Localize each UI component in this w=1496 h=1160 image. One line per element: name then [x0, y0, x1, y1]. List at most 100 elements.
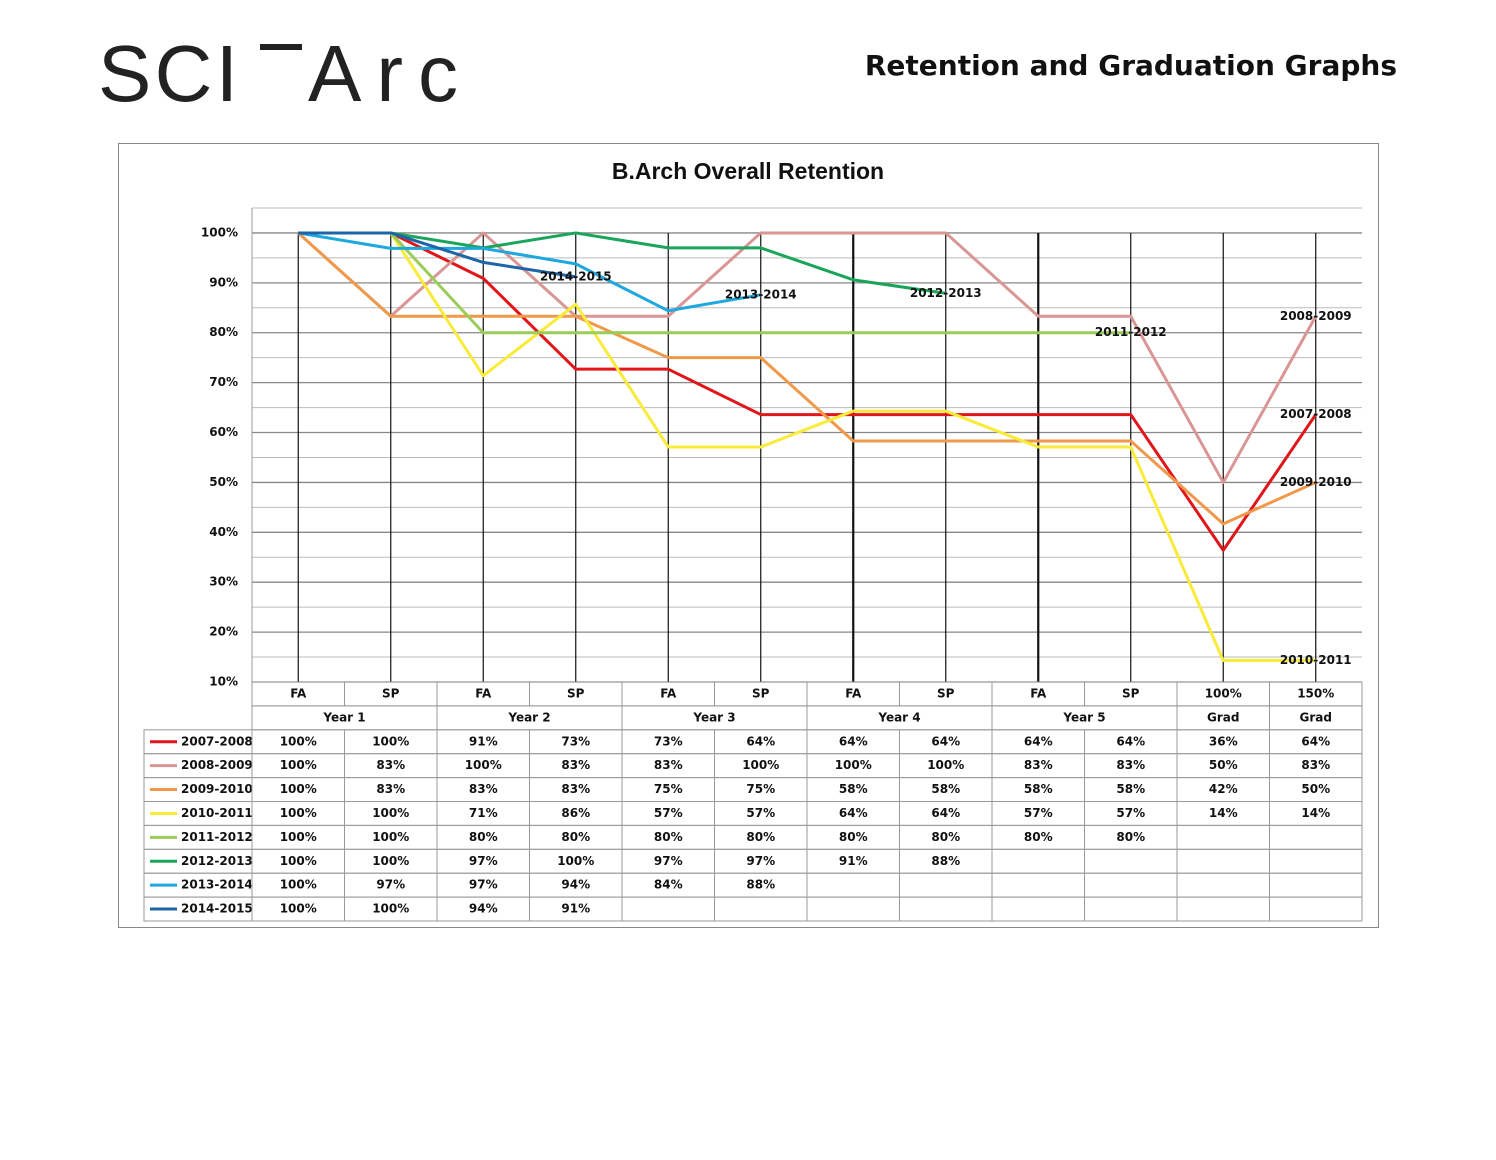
table-value: 83% [1116, 758, 1145, 772]
table-value: 14% [1301, 806, 1330, 820]
x-group-label: Year 1 [322, 710, 365, 724]
table-value: 83% [654, 758, 683, 772]
plot: 10% 20% 30% 40% 50% 60% 70% 80% 90% 100% 2007-2008… [143, 207, 1363, 922]
series-end-label: 2010-2011 [1280, 653, 1352, 667]
table-value: 50% [1209, 758, 1238, 772]
table-value: 94% [469, 902, 498, 916]
table-value: 83% [561, 758, 590, 772]
table-value: 83% [376, 758, 405, 772]
series-line [298, 231, 946, 295]
table-value: 83% [469, 782, 498, 796]
table-value: 80% [1116, 830, 1145, 844]
table-value: 97% [469, 854, 498, 868]
series-line [298, 231, 1317, 552]
table-value: 83% [1301, 758, 1330, 772]
table-value: 64% [839, 806, 868, 820]
series-end-label: 2012-2013 [910, 286, 982, 300]
series-end-label: 2009-2010 [1280, 475, 1352, 489]
x-group-label: Year 3 [692, 710, 735, 724]
table-value: 91% [469, 734, 498, 748]
table-value: 80% [561, 830, 590, 844]
table-value: 97% [469, 878, 498, 892]
y-tick-label: 70% [209, 375, 238, 389]
table-value: 80% [839, 830, 868, 844]
table-value: 71% [469, 806, 498, 820]
x-group-label: Year 4 [877, 710, 920, 724]
table-value: 100% [465, 758, 502, 772]
table-value: 100% [372, 734, 409, 748]
series-end-label: 2014-2015 [540, 269, 612, 283]
series-end-label: 2007-2008 [1280, 407, 1352, 421]
table-value: 73% [654, 734, 683, 748]
table-value: 75% [746, 782, 775, 796]
x-tick-label: SP [382, 686, 400, 700]
series-line [298, 231, 1131, 335]
table-value: 91% [561, 902, 590, 916]
logo-right: Arc [308, 29, 458, 118]
table-value: 58% [931, 782, 960, 796]
table-value: 100% [557, 854, 594, 868]
legend-label: 2008-2009 [181, 758, 253, 772]
table-value: 84% [654, 878, 683, 892]
table-value: 83% [1024, 758, 1053, 772]
table-value: 100% [280, 854, 317, 868]
x-tick-label: SP [752, 686, 770, 700]
table-value: 91% [839, 854, 868, 868]
table-value: 86% [561, 806, 590, 820]
series-end-label: 2011-2012 [1095, 325, 1167, 339]
table-value: 100% [835, 758, 872, 772]
table-value: 64% [1116, 734, 1145, 748]
table-value: 100% [280, 830, 317, 844]
table-value: 97% [654, 854, 683, 868]
table-value: 100% [742, 758, 779, 772]
table-value: 100% [372, 854, 409, 868]
x-tick-label: 150% [1297, 686, 1334, 700]
chart-title: B.Arch Overall Retention [612, 158, 884, 184]
legend-label: 2009-2010 [181, 782, 253, 796]
legend-label: 2010-2011 [181, 806, 253, 820]
table-value: 75% [654, 782, 683, 796]
table-value: 58% [839, 782, 868, 796]
table-value: 57% [1024, 806, 1053, 820]
table-value: 64% [931, 734, 960, 748]
x-tick-label: FA [1030, 686, 1047, 700]
x-tick-label: FA [660, 686, 677, 700]
table-value: 100% [927, 758, 964, 772]
table-value: 100% [280, 734, 317, 748]
table-value: 64% [746, 734, 775, 748]
table-value: 100% [280, 878, 317, 892]
table-value: 100% [372, 830, 409, 844]
legend-label: 2007-2008 [181, 734, 253, 748]
legend-label: 2013-2014 [181, 878, 253, 892]
table-value: 64% [1024, 734, 1053, 748]
table-value: 88% [746, 878, 775, 892]
series-end-label: 2013-2014 [725, 287, 797, 301]
series-end-label: 2008-2009 [1280, 309, 1352, 323]
table-value: 57% [1116, 806, 1145, 820]
x-group-label: Year 5 [1062, 710, 1105, 724]
table-value: 88% [931, 854, 960, 868]
table-value: 80% [469, 830, 498, 844]
legend-label: 2014-2015 [181, 902, 253, 916]
page-title: Retention and Graduation Graphs [865, 49, 1397, 82]
x-group-label: Year 2 [507, 710, 550, 724]
table-value: 83% [376, 782, 405, 796]
x-tick-label: FA [290, 686, 307, 700]
table-value: 100% [372, 806, 409, 820]
table-value: 83% [561, 782, 590, 796]
series-line [298, 231, 576, 279]
x-tick-label: FA [845, 686, 862, 700]
table-value: 64% [839, 734, 868, 748]
y-tick-label: 60% [209, 425, 238, 439]
y-tick-label: 20% [209, 625, 238, 639]
y-tick-label: 100% [201, 225, 238, 239]
series-line [298, 231, 762, 313]
table-value: 50% [1301, 782, 1330, 796]
series-line [298, 231, 1316, 663]
x-group-label: Grad [1207, 710, 1239, 724]
table-value: 57% [654, 806, 683, 820]
table-value: 100% [280, 782, 317, 796]
y-tick-label: 10% [209, 675, 238, 689]
